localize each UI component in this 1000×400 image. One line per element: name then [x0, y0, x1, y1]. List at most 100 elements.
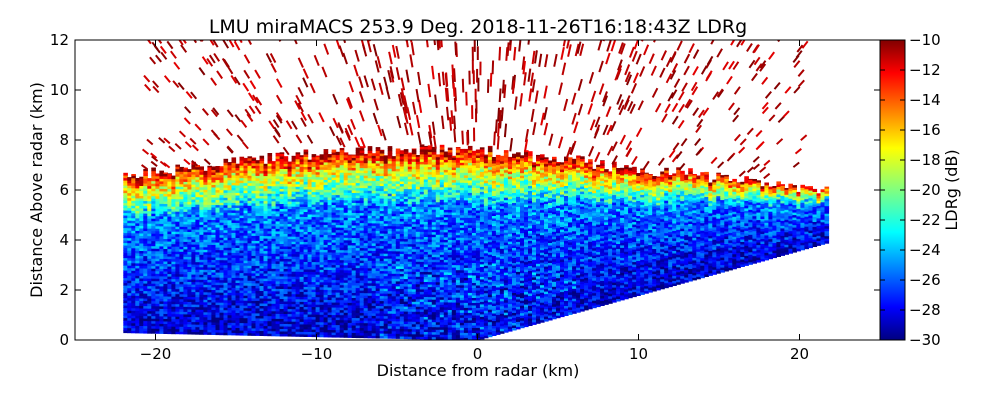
ldr-cell: [275, 203, 281, 207]
ldr-cell: [343, 299, 349, 303]
ldr-cell: [383, 193, 389, 197]
ldr-cell: [147, 193, 152, 197]
ldr-cell: [227, 312, 233, 316]
ldr-cell: [355, 155, 361, 159]
ldr-cell: [203, 246, 208, 250]
ldr-cell: [379, 315, 385, 319]
ldr-cell: [139, 232, 144, 236]
ldr-cell: [219, 224, 225, 228]
ldr-cell: [211, 166, 216, 170]
ldr-cell: [195, 239, 200, 243]
ldr-cell: [359, 177, 365, 181]
ldr-cell: [335, 222, 341, 226]
ldr-cell: [311, 216, 317, 220]
ldr-cell: [403, 293, 409, 297]
ldr-cell: [367, 195, 373, 199]
ldr-cell: [343, 329, 349, 333]
ldr-cell: [363, 212, 369, 216]
ldr-cell: [251, 257, 257, 261]
ldr-cell: [207, 169, 212, 173]
ldr-cell: [203, 314, 208, 318]
ldr-cell: [279, 208, 285, 212]
ldr-cell: [191, 191, 196, 195]
ldr-cell: [327, 174, 333, 178]
ldr-cell: [347, 299, 353, 303]
ldr-cell: [227, 207, 233, 211]
ldr-cell: [231, 297, 237, 301]
ldr-cell: [159, 328, 164, 332]
ldr-cell: [347, 172, 353, 176]
ldr-cell: [267, 228, 273, 232]
ldr-cell: [291, 221, 297, 225]
ldr-cell: [351, 282, 357, 286]
ldr-cell: [223, 209, 229, 213]
ldr-cell: [331, 282, 337, 286]
ldr-cell: [159, 323, 164, 327]
ldr-cell: [219, 212, 225, 216]
ldr-cell: [375, 335, 381, 339]
ldr-cell: [291, 323, 297, 327]
ldr-cell: [283, 310, 289, 314]
ldr-cell: [219, 194, 225, 198]
ldr-cell: [347, 194, 353, 198]
ldr-cell: [387, 146, 393, 149]
ldr-cell: [143, 318, 148, 322]
ldr-cell: [371, 292, 377, 296]
ldr-cell: [367, 312, 373, 316]
ldr-cell: [215, 279, 221, 283]
ldr-cell: [351, 274, 357, 278]
ldr-cell: [131, 287, 136, 291]
ldr-cell: [383, 263, 389, 267]
ldr-cell: [283, 208, 289, 212]
ldr-cell: [171, 238, 176, 242]
ldr-cell: [367, 162, 373, 166]
ldr-cell: [311, 301, 317, 305]
ldr-cell: [351, 292, 357, 296]
ldr-cell: [215, 302, 221, 306]
ldr-cell: [195, 191, 200, 195]
ldr-cell: [311, 199, 317, 203]
ldr-cell: [399, 170, 405, 174]
ldr-cell: [139, 265, 144, 269]
ldr-cell: [371, 190, 377, 194]
ldr-cell: [175, 236, 180, 240]
ldr-cell: [223, 279, 229, 283]
ldr-cell: [335, 254, 341, 258]
ldr-cell: [247, 312, 253, 316]
ldr-cell: [231, 302, 237, 306]
ldr-cell: [275, 178, 281, 182]
ldr-cell: [339, 174, 345, 178]
ldr-cell: [227, 327, 233, 331]
ldr-cell: [227, 232, 233, 236]
ldr-cell: [315, 294, 321, 298]
ldr-cell: [147, 233, 152, 237]
ldr-cell: [127, 277, 132, 281]
ldr-cell: [239, 200, 245, 204]
ldr-cell: [363, 215, 369, 219]
ldr-cell: [359, 277, 365, 281]
ldr-cell: [207, 311, 212, 315]
ldr-cell: [215, 257, 221, 261]
ldr-cell: [247, 215, 253, 219]
ldr-cell: [179, 236, 184, 240]
ldr-cell: [375, 287, 381, 291]
ldr-cell: [343, 174, 349, 178]
ldr-cell: [271, 205, 277, 209]
ldr-cell: [387, 280, 393, 284]
ldr-cell: [367, 172, 373, 176]
ldr-cell: [315, 224, 321, 228]
ldr-cell: [203, 236, 208, 240]
ldr-cell: [127, 230, 132, 234]
ldr-cell: [155, 235, 160, 239]
ldr-cell: [311, 294, 317, 298]
ldr-cell: [139, 287, 144, 291]
ldr-cell: [315, 334, 321, 338]
ldr-cell: [195, 184, 200, 188]
ldr-cell: [267, 245, 273, 249]
ldr-cell: [183, 218, 188, 222]
ldr-cell: [279, 288, 285, 292]
ldr-cell: [295, 313, 301, 317]
ldr-cell: [351, 317, 357, 321]
ldr-cell: [219, 192, 225, 196]
ldr-cell: [295, 323, 301, 327]
